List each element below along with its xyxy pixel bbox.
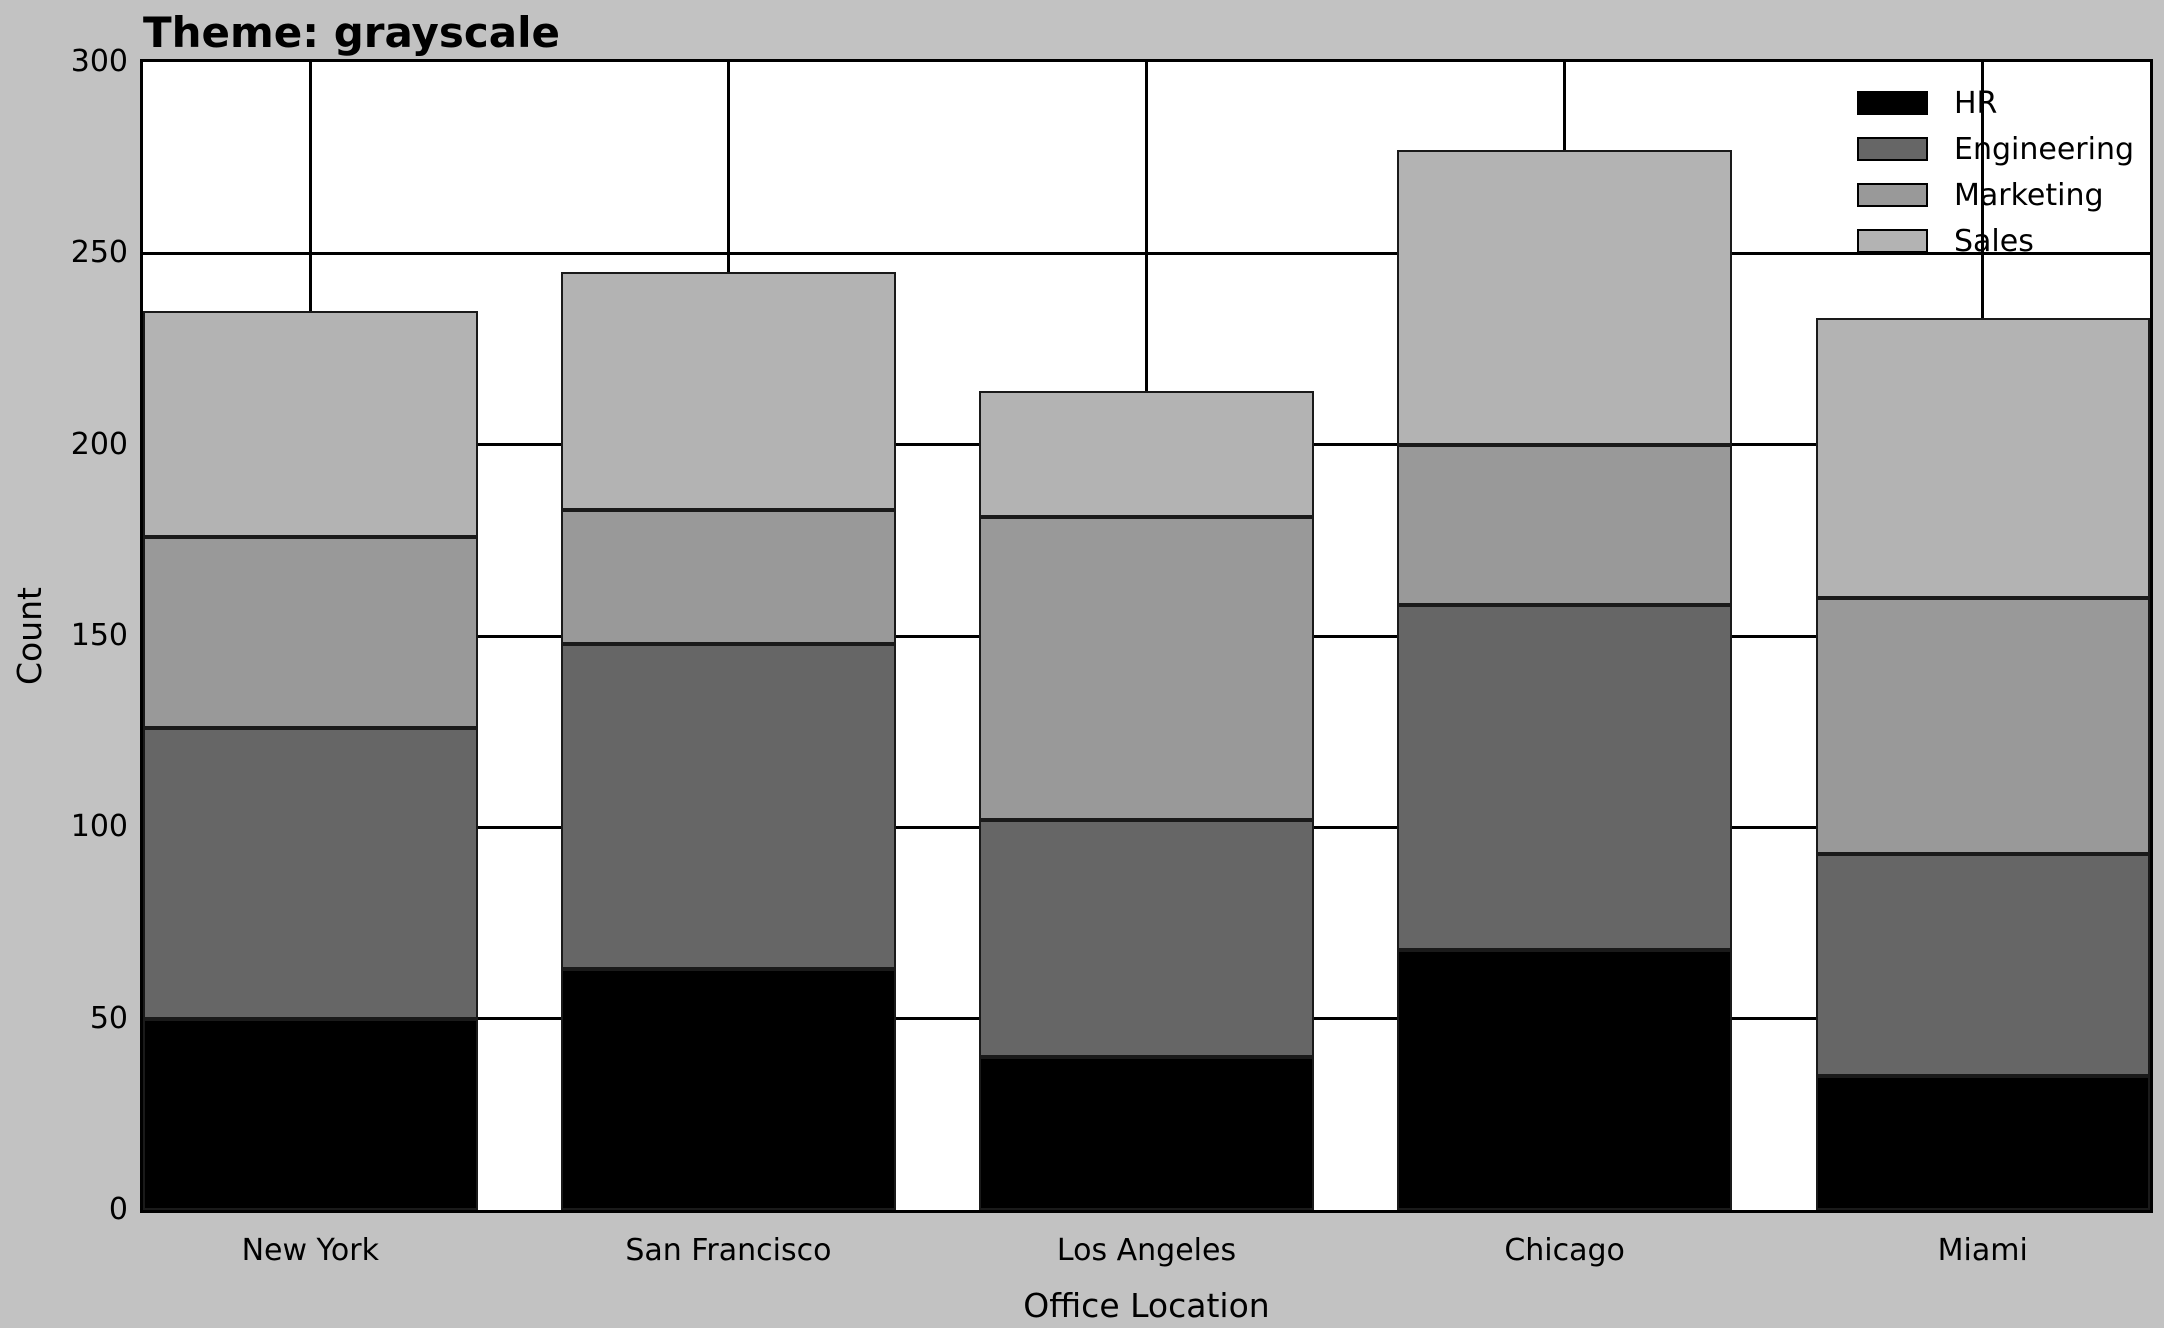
x-axis-title: Office Location bbox=[1023, 1286, 1270, 1325]
bar-segment bbox=[979, 1056, 1314, 1210]
bar-segment bbox=[979, 391, 1314, 518]
bar-segment bbox=[1815, 854, 2150, 1077]
legend-label: Sales bbox=[1954, 223, 2034, 259]
chart-title: Theme: grayscale bbox=[143, 8, 561, 57]
x-tick-label: New York bbox=[241, 1233, 379, 1268]
bar-segment bbox=[143, 310, 478, 537]
legend: HR Engineering Marketing Sales bbox=[1857, 80, 2134, 264]
bar-segment bbox=[561, 509, 896, 644]
bar-segment bbox=[561, 272, 896, 510]
legend-item: Engineering bbox=[1857, 126, 2134, 172]
legend-swatch bbox=[1857, 229, 1928, 253]
bar-segment bbox=[1397, 949, 1732, 1210]
y-tick-label: 150 bbox=[70, 618, 128, 653]
bar-segment bbox=[1397, 150, 1732, 445]
bar-segment bbox=[1815, 318, 2150, 598]
legend-swatch bbox=[1857, 137, 1928, 161]
bar-segment bbox=[143, 1018, 478, 1210]
bar-segment bbox=[1815, 597, 2150, 855]
legend-label: HR bbox=[1954, 85, 1998, 121]
bar-segment bbox=[1815, 1076, 2150, 1210]
x-tick-label: Los Angeles bbox=[1056, 1233, 1237, 1268]
bar-segment bbox=[561, 968, 896, 1210]
bar-segment bbox=[561, 643, 896, 969]
x-tick-label: Miami bbox=[1937, 1233, 2028, 1268]
bar-segment bbox=[979, 517, 1314, 820]
bar-segment bbox=[143, 536, 478, 728]
legend-swatch bbox=[1857, 183, 1928, 207]
legend-label: Engineering bbox=[1954, 131, 2134, 167]
y-tick-label: 300 bbox=[70, 44, 128, 79]
legend-label: Marketing bbox=[1954, 177, 2104, 213]
bar-segment bbox=[1397, 605, 1732, 950]
y-tick-label: 100 bbox=[70, 809, 128, 845]
legend-item: Sales bbox=[1857, 218, 2134, 264]
legend-item: Marketing bbox=[1857, 172, 2134, 218]
y-tick-label: 200 bbox=[70, 426, 128, 462]
x-tick-label: San Francisco bbox=[625, 1233, 832, 1268]
bar-segment bbox=[979, 819, 1314, 1057]
legend-swatch bbox=[1857, 91, 1928, 115]
plot-area bbox=[143, 62, 2150, 1210]
x-tick-label: Chicago bbox=[1504, 1233, 1625, 1268]
y-tick-label: 250 bbox=[70, 235, 128, 271]
y-tick-label: 0 bbox=[108, 1192, 128, 1227]
bar-segment bbox=[1397, 444, 1732, 606]
bar-segment bbox=[143, 727, 478, 1019]
legend-item: HR bbox=[1857, 80, 2134, 126]
y-tick-label: 50 bbox=[89, 1000, 128, 1036]
